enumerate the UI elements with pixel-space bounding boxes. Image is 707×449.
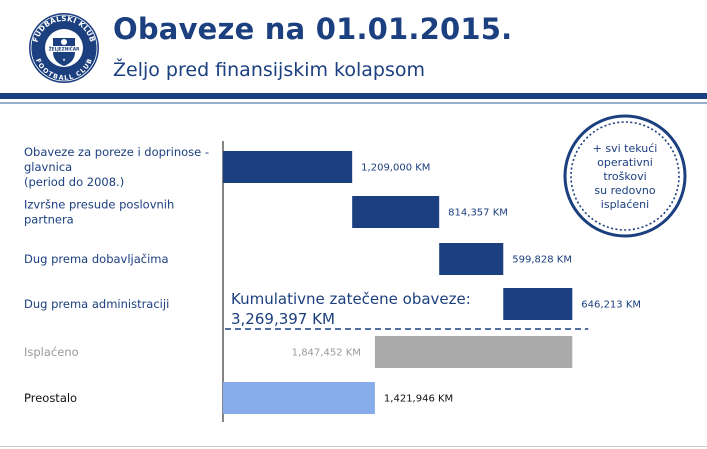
category-label-4-line-1: Dug prema administraciji (24, 297, 169, 311)
note-text-line-3: troškovi (603, 170, 646, 183)
value-label-5: 1,847,452 KM (292, 348, 361, 359)
cumulative-annotation-line-2: 3,269,397 KM (231, 310, 335, 328)
value-label-1: 1,209,000 KM (361, 163, 430, 174)
bar-6 (223, 382, 375, 414)
page-subtitle: Željo pred finansijskim kolapsom (113, 59, 426, 81)
category-label-6-line-1: Preostalo (24, 391, 77, 405)
bar-2 (352, 196, 440, 228)
cumulative-annotation-line-1: Kumulativne zatečene obaveze: (231, 290, 471, 308)
logo-center-text: ŽELJEZNIČAR (49, 47, 80, 52)
note-text-line-5: isplaćeni (601, 198, 649, 211)
value-label-2: 814,357 KM (448, 208, 508, 219)
header-band-dark (0, 93, 707, 99)
category-label-1-line-2: glavnica (24, 160, 72, 174)
footer-divider (0, 446, 707, 447)
category-label-1-line-3: (period do 2008.) (24, 175, 124, 189)
category-label-2-line-2: partnera (24, 213, 74, 227)
value-label-6: 1,421,946 KM (384, 394, 453, 405)
category-label-2-line-1: Izvršne presude poslovnih (24, 198, 174, 212)
bar-3 (439, 243, 504, 275)
category-label-5-line-1: Isplaćeno (24, 345, 79, 359)
bar-4 (503, 288, 573, 320)
category-label-3-line-1: Dug prema dobavljačima (24, 252, 169, 266)
note-text-line-4: su redovno (594, 184, 655, 197)
note-text-line-2: operativni (597, 156, 653, 169)
note-text-line-1: + svi tekući (593, 142, 658, 155)
header-band-light (0, 102, 707, 104)
note-circle-dashed (570, 121, 680, 231)
value-label-4: 646,213 KM (581, 300, 641, 311)
bar-1 (223, 151, 353, 183)
value-label-3: 599,828 KM (512, 255, 572, 266)
page-title: Obaveze na 01.01.2015. (113, 12, 513, 46)
category-label-1-line-1: Obaveze za poreze i doprinose - (24, 145, 209, 159)
note-circle-outer (563, 114, 687, 238)
club-logo: FUDBALSKI KLUB FOOTBALL CLUB ŽELJEZNIČAR… (29, 13, 99, 83)
bar-5 (374, 336, 573, 368)
svg-text:★: ★ (62, 57, 66, 62)
